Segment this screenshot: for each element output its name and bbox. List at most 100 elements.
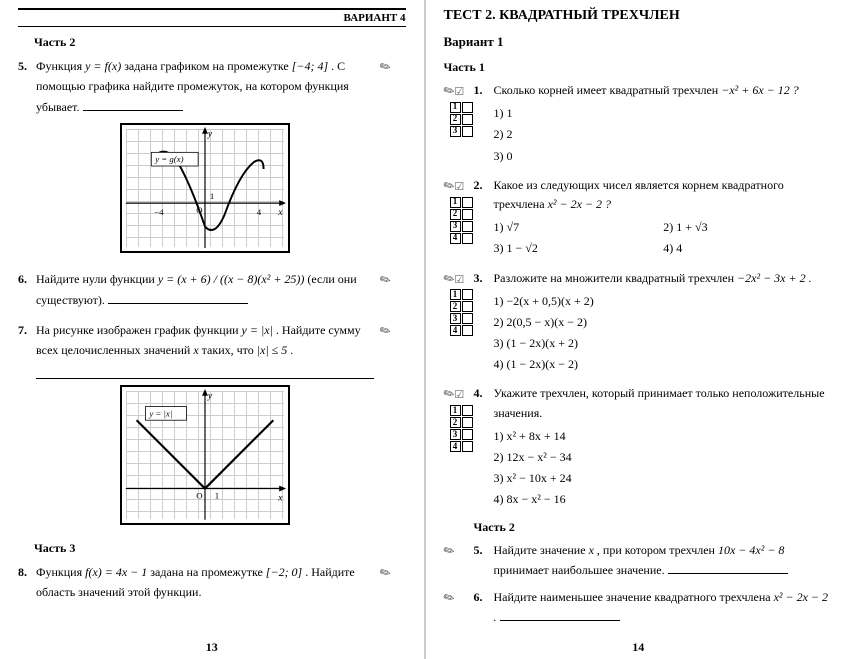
rq6-body: Найдите наименьшее значение квадратного … (494, 588, 834, 627)
svg-text:4: 4 (256, 207, 261, 217)
page-num-right: 14 (632, 640, 644, 655)
ab2b[interactable] (462, 114, 473, 125)
rq2-body: Какое из следующих чисел является корнем… (494, 176, 834, 261)
answer-boxes[interactable]: 1 2 3 4 (450, 289, 474, 336)
q7-t3: таких, что (202, 343, 257, 357)
part1-title-r: Часть 1 (444, 60, 834, 75)
q8-icon-col: ✎ (380, 562, 406, 584)
q5-blank[interactable] (83, 97, 183, 111)
svg-text:−4: −4 (154, 207, 164, 217)
rq4-o4: 4) 8x − x² − 16 (494, 490, 834, 509)
rq3-body: Разложите на множители квадратный трехчл… (494, 269, 834, 377)
pencil-icon: ✎ (439, 80, 459, 103)
svg-text:x: x (277, 492, 283, 503)
ab1[interactable]: 1 (450, 102, 461, 113)
q8-t2: задана на промежутке (150, 565, 266, 579)
page-num-left: 13 (206, 640, 218, 655)
ab[interactable]: 1 (450, 197, 461, 208)
q7-m2: x (193, 343, 198, 357)
rq1-opts: 1) 1 2) 2 3) 0 (494, 104, 834, 166)
rq3-m: −2x² − 3x + 2 . (737, 271, 812, 285)
q6-t1: Найдите нули функции (36, 272, 158, 286)
question-5: 5. Функция y = f(x) задана графиком на п… (18, 56, 406, 259)
rq1-body: Сколько корней имеет квадратный трехчлен… (494, 81, 834, 168)
answer-boxes[interactable]: 1 2 3 4 (450, 405, 474, 452)
rq5-icon: ✎ (444, 541, 474, 562)
question-8: 8. Функция f(x) = 4x − 1 задана на проме… (18, 562, 406, 603)
rq3-opts: 1) −2(x + 0,5)(x + 2) 2) 2(0,5 − x)(x − … (494, 292, 834, 375)
q7-blank[interactable] (36, 365, 374, 379)
r-question-2: ✎☑ 1 2 3 4 2. Какое из следующих чисел я… (444, 176, 834, 261)
ab3[interactable]: 3 (450, 126, 461, 137)
ab[interactable]: 4 (450, 233, 461, 244)
rq3-o3: 3) (1 − 2x)(x + 2) (494, 334, 834, 353)
answer-boxes[interactable]: 1 2 3 (450, 102, 474, 137)
rq2-o2: 2) 1 + √3 (663, 218, 833, 237)
rq6-blank[interactable] (500, 607, 620, 621)
q5-fn-label: y = g(x) (154, 154, 183, 164)
q8-m2: [−2; 0] (266, 565, 302, 579)
answer-boxes[interactable]: 1 2 3 4 (450, 197, 474, 244)
ab2[interactable]: 2 (450, 114, 461, 125)
r-question-1: ✎☑ 1 2 3 1. Сколько корней имеет квадрат… (444, 81, 834, 168)
rq3-o2: 2) 2(0,5 − x)(x − 2) (494, 313, 834, 332)
q6-blank[interactable] (108, 290, 248, 304)
rq5-m1: x (589, 543, 594, 557)
rq5-num: 5. (474, 541, 494, 560)
q5-m1: y = f(x) (85, 59, 121, 73)
pencil-icon: ✎ (375, 560, 395, 585)
ab[interactable]: 2 (450, 209, 461, 220)
rq1-t: Сколько корней имеет квадратный трехчлен (494, 83, 722, 97)
svg-text:y = |x|: y = |x| (148, 408, 172, 418)
test-title: ТЕСТ 2. КВАДРАТНЫЙ ТРЕХЧЛЕН (444, 8, 834, 24)
q7-graph: y = |x| y x O 1 (120, 385, 290, 525)
left-page: ВАРИАНТ 4 Часть 2 5. Функция y = f(x) за… (0, 0, 426, 659)
q5-graph: y = g(x) y x O 1 −4 4 (120, 123, 290, 253)
rq5-body: Найдите значение x , при котором трехчле… (494, 541, 834, 580)
q7-t4: . (290, 343, 293, 357)
q7-m1: y = |x| (242, 323, 273, 337)
q6-icon-col: ✎ (380, 269, 406, 291)
q7-icon-col: ✎ (380, 320, 406, 342)
rq3-o1: 1) −2(x + 0,5)(x + 2) (494, 292, 834, 311)
variant-header: ВАРИАНТ 4 (18, 8, 406, 27)
rq1-m: −x² + 6x − 12 ? (721, 83, 799, 97)
rq5-blank[interactable] (668, 560, 788, 574)
ab1b[interactable] (462, 102, 473, 113)
r-question-4: ✎☑ 1 2 3 4 4. Укажите трехчлен, который … (444, 384, 834, 511)
part2-title: Часть 2 (34, 35, 406, 50)
pencil-icon: ✎ (375, 319, 395, 344)
q5-svg: y = g(x) y x O 1 −4 4 (122, 125, 288, 252)
rq5-t2: , при котором трехчлен (597, 543, 718, 557)
rq3-o4: 4) (1 − 2x)(x − 2) (494, 355, 834, 374)
rq5-m2: 10x − 4x² − 8 (718, 543, 784, 557)
rq2-o3: 3) 1 − √2 (494, 239, 664, 258)
rq5-t1: Найдите значение (494, 543, 589, 557)
svg-text:1: 1 (210, 191, 214, 201)
r-question-3: ✎☑ 1 2 3 4 3. Разложите на множители ква… (444, 269, 834, 377)
q8-body: Функция f(x) = 4x − 1 задана на промежут… (36, 562, 374, 603)
ab3b[interactable] (462, 126, 473, 137)
right-page: ТЕСТ 2. КВАДРАТНЫЙ ТРЕХЧЛЕН Вариант 1 Ча… (426, 0, 851, 659)
rq1-o1: 1) 1 (494, 104, 834, 123)
q5-t1: Функция (36, 59, 85, 73)
pencil-icon: ✎ (439, 267, 459, 290)
rq2-icon: ✎☑ 1 2 3 4 (444, 176, 474, 245)
svg-text:1: 1 (215, 490, 219, 500)
ab[interactable]: 3 (450, 221, 461, 232)
q8-num: 8. (18, 562, 36, 582)
rq4-body: Укажите трехчлен, который принимает толь… (494, 384, 834, 511)
rq4-num: 4. (474, 384, 494, 403)
pencil-icon: ✎ (375, 268, 395, 293)
q7-num: 7. (18, 320, 36, 340)
q7-m3: |x| ≤ 5 (257, 343, 288, 357)
q8-m1: f(x) = 4x − 1 (85, 565, 147, 579)
q6-m1: y = (x + 6) / ((x − 8)(x² + 25)) (158, 272, 305, 286)
rq4-opts: 1) x² + 8x + 14 2) 12x − x² − 34 3) x² −… (494, 427, 834, 510)
q7-svg: y = |x| y x O 1 (122, 387, 288, 524)
q6-num: 6. (18, 269, 36, 289)
rq2-t: Какое из следующих чисел является корнем… (494, 178, 784, 211)
part3-title: Часть 3 (34, 541, 406, 556)
rq1-o3: 3) 0 (494, 147, 834, 166)
rq4-icon: ✎☑ 1 2 3 4 (444, 384, 474, 453)
